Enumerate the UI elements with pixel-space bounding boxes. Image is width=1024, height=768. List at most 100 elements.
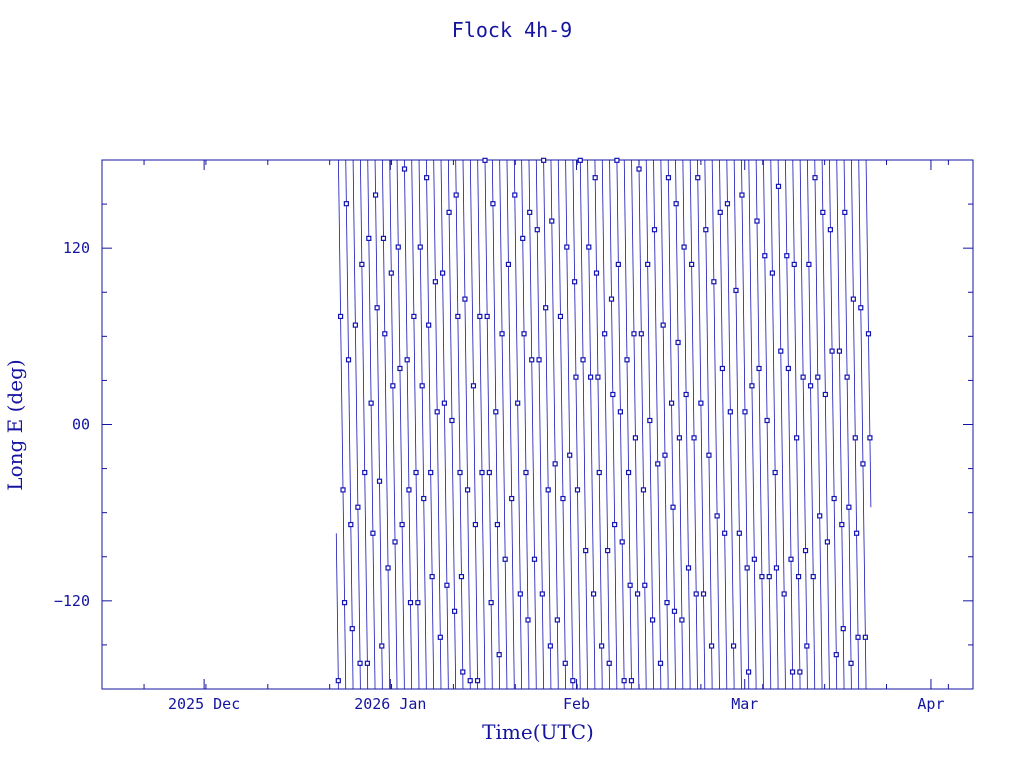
series-point xyxy=(762,253,768,259)
series-point xyxy=(415,600,421,606)
series-line-segment xyxy=(638,159,647,690)
series-point xyxy=(785,365,791,372)
series-point xyxy=(698,400,704,406)
series-point xyxy=(846,504,852,510)
series-point xyxy=(406,487,412,493)
series-point xyxy=(521,331,527,337)
series-point xyxy=(499,331,505,337)
series-line-segment xyxy=(704,159,713,690)
series-point xyxy=(817,513,823,519)
series-point xyxy=(382,331,388,337)
series-point xyxy=(800,374,806,380)
series-point xyxy=(474,678,481,684)
series-point xyxy=(345,357,352,363)
series-point xyxy=(502,556,508,562)
series-point xyxy=(631,331,637,337)
series-point xyxy=(665,175,672,181)
series-line-segment xyxy=(337,159,347,690)
series-line-segment xyxy=(455,159,464,690)
series-point xyxy=(708,643,715,649)
series-point xyxy=(417,244,423,250)
series-line-segment xyxy=(535,159,544,690)
series-line-segment xyxy=(403,159,413,690)
series-line-segment xyxy=(667,159,676,690)
series-point xyxy=(462,296,468,302)
series-point xyxy=(355,504,361,510)
series-point xyxy=(343,201,349,207)
series-point xyxy=(836,348,843,354)
series-point xyxy=(602,331,608,337)
series-point xyxy=(531,556,538,562)
series-point xyxy=(583,547,589,554)
series-point xyxy=(853,530,860,536)
series-point xyxy=(592,175,598,181)
series-point xyxy=(815,374,821,380)
series-point xyxy=(560,495,566,502)
series-point xyxy=(395,244,401,250)
series-line-segment xyxy=(491,159,500,690)
series-point xyxy=(527,209,533,215)
series-line-segment xyxy=(521,159,530,690)
series-point xyxy=(683,391,689,398)
series-point xyxy=(453,192,459,198)
series-point xyxy=(617,409,624,415)
series-point xyxy=(848,660,854,666)
series-line-segment xyxy=(469,159,479,690)
series-point xyxy=(460,669,466,675)
series-line-segment xyxy=(499,159,508,690)
series-point xyxy=(434,409,440,415)
series-point xyxy=(636,166,642,172)
x-axis-label: Time(UTC) xyxy=(482,720,594,744)
y-tick-label: 00 xyxy=(72,416,90,434)
series-line-segment xyxy=(770,159,779,690)
series-line-segment xyxy=(506,159,515,690)
series-point xyxy=(452,608,458,614)
series-point xyxy=(467,678,473,684)
series-point xyxy=(689,261,695,267)
series-point xyxy=(647,417,653,424)
series-point xyxy=(759,573,765,580)
series-point xyxy=(642,582,648,588)
y-axis-label: Long E (deg) xyxy=(3,359,27,490)
series-point xyxy=(673,201,679,207)
series-point xyxy=(724,201,731,207)
series-point xyxy=(806,261,812,267)
series-point xyxy=(429,573,435,580)
series-point xyxy=(827,227,834,233)
series-point xyxy=(714,513,720,519)
series-line-segment xyxy=(689,159,698,690)
series-point xyxy=(517,591,523,597)
series-point xyxy=(515,400,521,406)
series-point xyxy=(413,469,419,476)
series-point xyxy=(660,322,666,328)
series-point xyxy=(727,409,733,415)
series-line-segment xyxy=(814,159,823,690)
series-point xyxy=(695,175,701,181)
series-line-segment xyxy=(623,159,632,690)
series-line-segment xyxy=(828,159,838,690)
series-point xyxy=(470,383,477,389)
series-point xyxy=(366,235,372,241)
series-point xyxy=(441,400,447,406)
series-point xyxy=(739,192,745,198)
series-point xyxy=(348,521,354,528)
series-point xyxy=(649,617,656,623)
series-line-segment xyxy=(381,159,391,690)
series-point xyxy=(573,374,579,380)
series-point xyxy=(385,565,391,571)
series-point xyxy=(662,452,668,458)
series-point xyxy=(404,357,410,363)
series-point xyxy=(595,374,601,380)
series-point xyxy=(839,521,845,528)
series-line-segment xyxy=(345,159,354,690)
series-point xyxy=(364,660,370,666)
y-tick-label: −120 xyxy=(54,592,90,610)
series-point xyxy=(424,175,430,181)
series-point xyxy=(479,469,485,476)
series-point xyxy=(446,209,452,215)
series-line-segment xyxy=(821,159,830,690)
series-line-segment xyxy=(565,159,574,690)
series-point xyxy=(730,643,737,649)
series-point xyxy=(397,365,403,372)
series-line-segment xyxy=(711,159,720,690)
